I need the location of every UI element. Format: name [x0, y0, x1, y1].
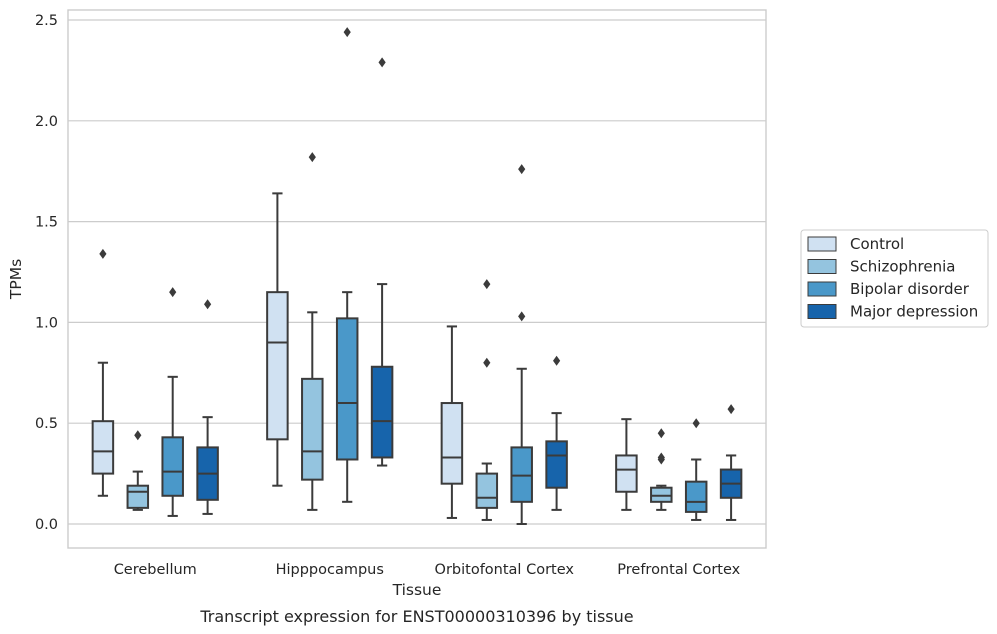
box — [301, 152, 324, 511]
box-iqr — [510, 446, 533, 503]
box-iqr — [440, 402, 464, 485]
x-axis-label: Tissue — [392, 581, 442, 599]
box-iqr — [650, 486, 673, 503]
box-iqr — [301, 377, 324, 481]
x-axis-ticks: Cerebellum Hipppocampus Orbitofontal Corte… — [114, 562, 741, 578]
outlier-point — [657, 428, 665, 439]
outlier-point — [657, 452, 665, 463]
legend-label: Control — [850, 235, 904, 253]
legend-swatch — [807, 281, 837, 297]
legend-swatch — [807, 236, 837, 252]
legend-items: Control Schizophrenia Bipolar disorder Majo… — [807, 235, 978, 321]
x-tick-label: Hipppocampus — [276, 562, 384, 578]
legend-label: Schizophrenia — [850, 258, 955, 276]
box-iqr — [91, 420, 115, 475]
box-iqr — [475, 472, 499, 509]
box-iqr — [684, 480, 708, 513]
box — [335, 27, 359, 503]
legend: Control Schizophrenia Bipolar disorder Majo… — [800, 229, 989, 328]
box-iqr — [126, 484, 150, 509]
box — [545, 355, 568, 511]
y-tick-label: 0.0 — [35, 517, 58, 533]
y-tick-label: 2.5 — [35, 13, 58, 29]
x-tick-label: Orbitofontal Cortex — [435, 562, 575, 578]
box — [161, 287, 184, 517]
box-iqr — [161, 436, 184, 497]
y-tick-label: 2.0 — [35, 114, 58, 130]
legend-frame — [800, 229, 989, 328]
box-iqr — [266, 291, 289, 441]
box — [196, 299, 219, 515]
legend-swatch — [807, 259, 837, 274]
y-tick-label: 0.5 — [35, 416, 58, 432]
legend-label: Major depression — [850, 303, 978, 321]
figure-caption: Transcript expression for ENST0000031039… — [199, 607, 633, 626]
outlier-point — [518, 311, 526, 322]
box-iqr — [615, 454, 638, 493]
y-tick-label: 1.5 — [35, 215, 58, 231]
box — [370, 57, 394, 467]
box — [91, 248, 115, 497]
box — [126, 430, 150, 511]
box — [266, 192, 289, 487]
box-plot-marks — [91, 27, 743, 525]
box — [615, 418, 638, 511]
box — [510, 164, 533, 525]
plot-frame — [67, 9, 767, 549]
box-iqr — [370, 365, 394, 459]
outlier-point — [553, 355, 561, 366]
y-axis-label: TPMs — [7, 259, 25, 300]
box — [440, 325, 464, 519]
legend-label: Bipolar disorder — [850, 280, 970, 298]
box-iqr — [335, 317, 359, 461]
outlier-point — [308, 152, 316, 163]
outlier-point — [204, 299, 212, 310]
box — [475, 279, 499, 521]
box-iqr — [545, 440, 568, 489]
outlier-point — [518, 164, 526, 175]
outlier-point — [169, 287, 177, 298]
outlier-point — [692, 418, 700, 429]
outlier-point — [99, 248, 107, 259]
y-axis-ticks: 0.0 0.5 1.0 1.5 2.0 2.5 — [35, 13, 58, 533]
x-tick-label: Cerebellum — [114, 562, 197, 578]
gridlines — [68, 19, 766, 525]
outlier-point — [378, 57, 386, 68]
box — [719, 404, 743, 521]
outlier-point — [727, 404, 735, 415]
box — [650, 428, 673, 511]
outlier-point — [134, 430, 142, 441]
outlier-point — [483, 279, 491, 290]
box — [684, 418, 708, 521]
legend-swatch — [807, 304, 837, 319]
outlier-point — [483, 357, 491, 368]
y-tick-label: 1.0 — [35, 315, 58, 331]
outlier-point — [343, 27, 351, 38]
x-tick-label: Prefrontal Cortex — [617, 562, 740, 578]
